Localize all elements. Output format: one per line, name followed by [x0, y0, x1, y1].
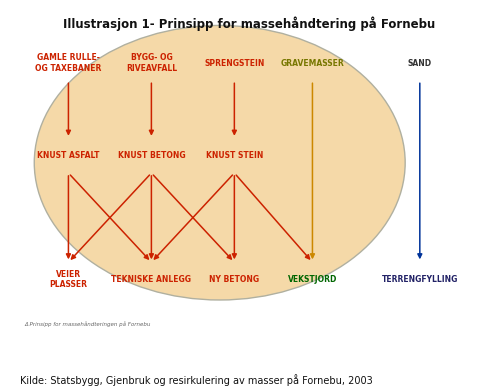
Text: TEKNISKE ANLEGG: TEKNISKE ANLEGG	[112, 275, 191, 284]
Text: KNUST BETONG: KNUST BETONG	[118, 151, 185, 160]
Text: SPRENGSTEIN: SPRENGSTEIN	[204, 58, 264, 68]
Text: TERRENGFYLLING: TERRENGFYLLING	[381, 275, 458, 284]
Text: SAND: SAND	[408, 58, 432, 68]
Text: VEIER
PLASSER: VEIER PLASSER	[49, 270, 88, 289]
Ellipse shape	[34, 25, 405, 300]
Text: Kilde: Statsbygg, Gjenbruk og resirkulering av masser på Fornebu, 2003: Kilde: Statsbygg, Gjenbruk og resirkuler…	[20, 374, 373, 386]
Text: KNUST ASFALT: KNUST ASFALT	[37, 151, 100, 160]
Text: Illustrasjon 1- Prinsipp for massehåndtering på Fornebu: Illustrasjon 1- Prinsipp for massehåndte…	[63, 17, 435, 32]
Text: NY BETONG: NY BETONG	[209, 275, 259, 284]
Text: BYGG- OG
RIVEAVFALL: BYGG- OG RIVEAVFALL	[126, 53, 177, 73]
Text: Δ Prinsipp for massehåndteringen på Fornebu: Δ Prinsipp for massehåndteringen på Forn…	[24, 322, 151, 328]
Text: GRAVEMASSER: GRAVEMASSER	[280, 58, 344, 68]
Text: VEKSTJORD: VEKSTJORD	[288, 275, 337, 284]
Text: GAMLE RULLE-
OG TAXEBANER: GAMLE RULLE- OG TAXEBANER	[35, 53, 102, 73]
Text: KNUST STEIN: KNUST STEIN	[206, 151, 263, 160]
